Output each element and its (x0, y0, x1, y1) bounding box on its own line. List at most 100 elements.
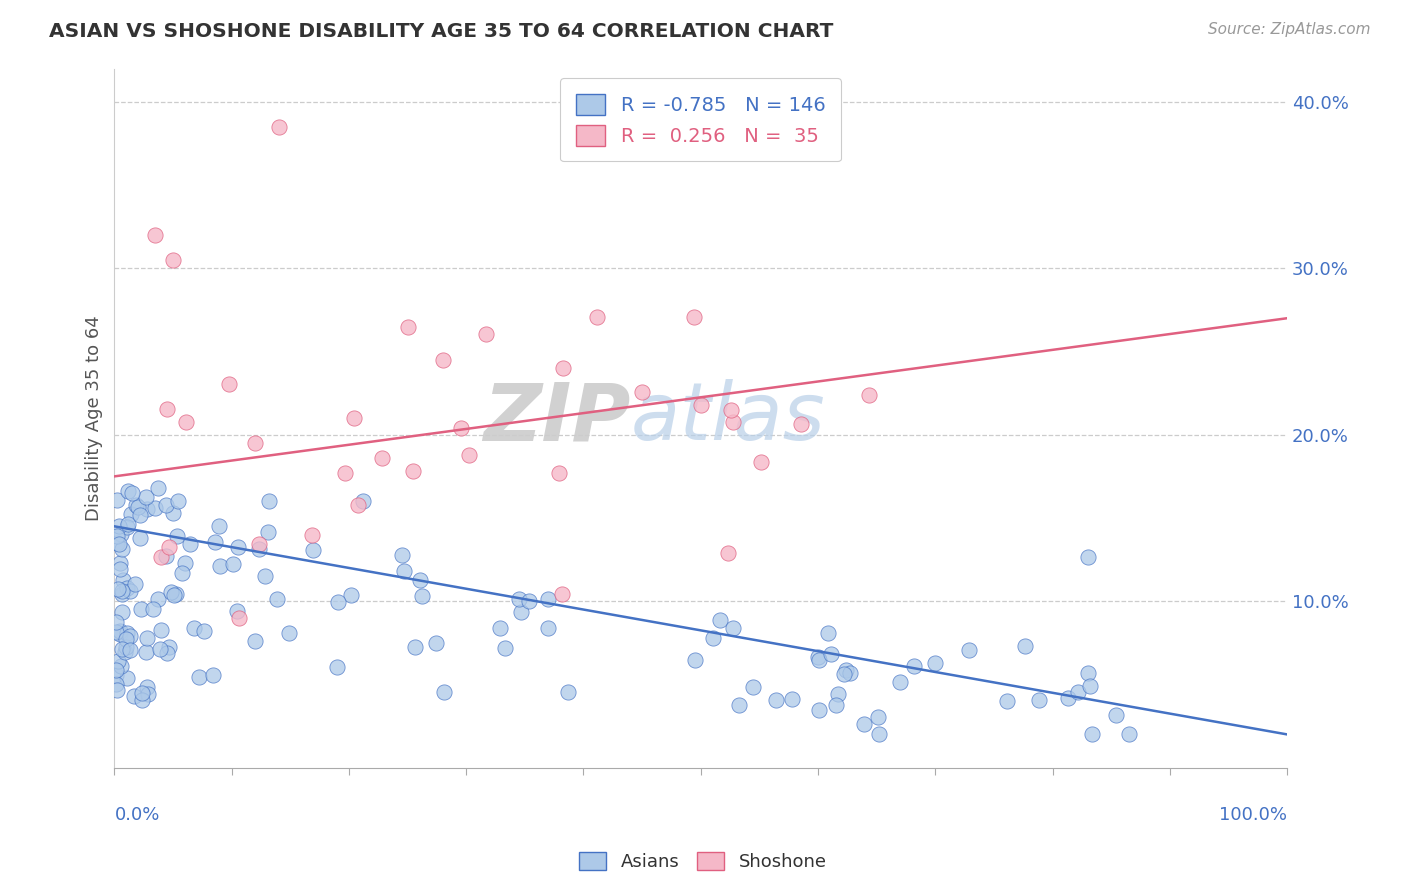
Point (111, 541, 134, 556)
Point (1118, 727, 1140, 741)
Point (146, 591, 169, 606)
Legend: Asians, Shoshone: Asians, Shoshone (572, 845, 834, 879)
Point (995, 694, 1018, 708)
Point (807, 703, 830, 717)
Point (202, 668, 225, 682)
Legend: R = -0.785   N = 146, R =  0.256   N =  35: R = -0.785 N = 146, R = 0.256 N = 35 (561, 78, 841, 161)
Point (547, 466, 569, 480)
Point (702, 632, 724, 646)
Point (174, 556, 197, 570)
Point (115, 520, 138, 534)
Text: ASIAN VS SHOSHONE DISABILITY AGE 35 TO 64 CORRELATION CHART: ASIAN VS SHOSHONE DISABILITY AGE 35 TO 6… (49, 22, 834, 41)
Point (404, 640, 426, 655)
Point (222, 557, 245, 571)
Point (156, 646, 179, 660)
Point (114, 640, 136, 654)
Point (124, 577, 146, 591)
Point (105, 677, 128, 691)
Point (107, 582, 129, 596)
Point (111, 605, 134, 619)
Point (832, 666, 855, 681)
Point (352, 494, 374, 508)
Point (866, 709, 889, 723)
Point (765, 692, 787, 706)
Point (162, 252, 184, 267)
Point (924, 656, 946, 670)
Point (839, 666, 862, 681)
Point (1105, 707, 1128, 722)
Point (425, 636, 447, 650)
Point (690, 398, 713, 412)
Point (458, 448, 481, 462)
Point (889, 675, 911, 690)
Point (108, 519, 131, 533)
Point (135, 681, 157, 695)
Point (110, 624, 132, 638)
Point (131, 686, 153, 700)
Point (146, 481, 169, 495)
Point (858, 388, 880, 402)
Point (517, 593, 540, 607)
Point (107, 654, 129, 668)
Point (218, 376, 240, 391)
Point (129, 601, 152, 615)
Point (110, 659, 132, 673)
Point (790, 417, 813, 431)
Point (630, 385, 652, 400)
Point (172, 566, 194, 580)
Point (346, 498, 368, 512)
Point (209, 559, 232, 574)
Point (340, 588, 363, 602)
Point (125, 498, 148, 512)
Point (1028, 693, 1050, 707)
Point (853, 716, 876, 731)
Point (247, 537, 270, 551)
Point (118, 629, 141, 643)
Point (107, 536, 129, 550)
Point (110, 587, 132, 601)
Point (118, 642, 141, 657)
Text: atlas: atlas (630, 379, 825, 457)
Point (728, 698, 751, 713)
Text: Source: ZipAtlas.com: Source: ZipAtlas.com (1208, 22, 1371, 37)
Point (721, 621, 744, 635)
Point (302, 542, 325, 557)
Point (409, 573, 432, 587)
Point (135, 644, 157, 658)
Point (257, 525, 280, 540)
Point (155, 549, 177, 563)
Point (433, 684, 456, 698)
Point (136, 632, 159, 646)
Point (115, 632, 138, 647)
Point (156, 402, 179, 417)
Point (749, 455, 772, 469)
Point (903, 659, 925, 673)
Point (135, 502, 157, 516)
Point (105, 529, 128, 543)
Point (111, 642, 134, 657)
Point (111, 573, 134, 587)
Text: 0.0%: 0.0% (114, 806, 160, 824)
Point (392, 564, 415, 578)
Point (371, 450, 394, 465)
Point (254, 569, 277, 583)
Point (157, 540, 180, 554)
Point (557, 684, 579, 698)
Point (277, 625, 299, 640)
Point (155, 498, 177, 512)
Point (187, 670, 209, 684)
Point (266, 592, 288, 607)
Point (343, 411, 366, 425)
Point (868, 727, 890, 741)
Point (183, 621, 205, 635)
Point (508, 591, 530, 606)
Point (127, 500, 149, 515)
Point (135, 490, 157, 504)
Point (166, 529, 188, 543)
Point (105, 615, 128, 630)
Point (110, 527, 132, 541)
Point (247, 541, 270, 556)
Point (208, 519, 231, 533)
Point (124, 689, 146, 703)
Point (204, 535, 226, 549)
